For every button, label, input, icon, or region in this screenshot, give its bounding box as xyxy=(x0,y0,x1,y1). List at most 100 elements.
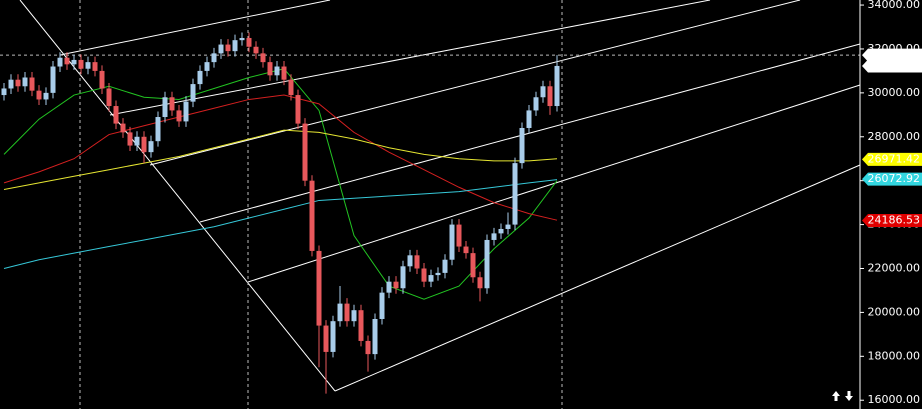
candle-body xyxy=(470,253,476,278)
candle-body xyxy=(155,117,161,142)
candle-body xyxy=(183,101,189,122)
y-tick-label: 28000.00 xyxy=(868,130,921,143)
candle-body xyxy=(456,224,462,247)
candle-body xyxy=(484,239,490,289)
candle-body xyxy=(134,136,140,146)
candle-body xyxy=(162,97,168,118)
candle-body xyxy=(407,255,413,267)
candle-body xyxy=(547,86,553,107)
price-flag xyxy=(862,213,922,227)
candle-body xyxy=(260,53,266,63)
candle-body xyxy=(519,127,525,164)
candle-body xyxy=(281,66,287,80)
candle-body xyxy=(337,303,343,322)
candle-body xyxy=(92,62,98,71)
candle-body xyxy=(8,79,14,89)
candle-body xyxy=(351,310,357,322)
candle-body xyxy=(267,62,273,76)
candle-body xyxy=(288,79,294,96)
candle-body xyxy=(323,325,329,352)
pitchfork xyxy=(19,0,861,392)
candle-body xyxy=(302,123,308,181)
y-tick-label: 20000.00 xyxy=(868,305,921,318)
pitchfork-line xyxy=(334,164,861,392)
pitchfork-line xyxy=(199,43,861,223)
candle-body xyxy=(414,255,420,269)
candle-body xyxy=(540,86,546,98)
candle-body xyxy=(554,65,560,107)
arrow-up[interactable] xyxy=(832,391,840,401)
candle-body xyxy=(239,37,245,41)
candle-body xyxy=(218,44,224,54)
candle-body xyxy=(463,246,469,254)
candle-body xyxy=(421,268,427,282)
candle-body xyxy=(358,310,364,341)
candle-body xyxy=(197,70,203,85)
candle-body xyxy=(120,123,126,133)
candle-body xyxy=(148,141,154,153)
price-label: 31719.25 xyxy=(868,48,921,61)
candle-body xyxy=(127,132,133,146)
candle-body xyxy=(379,292,385,319)
candle-body xyxy=(204,62,210,71)
candle-body xyxy=(372,318,378,355)
moving-average xyxy=(3,179,558,269)
candle-body xyxy=(386,281,392,293)
candle-body xyxy=(533,97,539,111)
candle-body xyxy=(512,163,518,225)
candle-body xyxy=(365,340,371,355)
candle-body xyxy=(78,59,84,69)
candle-body xyxy=(435,272,441,276)
candle-body xyxy=(22,77,28,87)
price-label: 26072.92 xyxy=(868,172,921,185)
pitchfork-line xyxy=(59,0,331,56)
candle-body xyxy=(141,136,147,153)
candle-body xyxy=(253,46,259,54)
price-flag xyxy=(862,152,922,166)
price-label: 24186.53 xyxy=(868,213,921,226)
candle-body xyxy=(442,259,448,273)
candle-body xyxy=(29,77,35,91)
candle-body xyxy=(99,70,105,89)
candle-body xyxy=(330,321,336,352)
candle-body xyxy=(50,66,56,93)
candle-body xyxy=(316,250,322,326)
y-tick-label: 34000.00 xyxy=(868,0,921,11)
pitchfork-line xyxy=(149,0,801,166)
pitchfork-line xyxy=(109,0,711,116)
candle-body xyxy=(169,97,175,111)
price-flag xyxy=(862,172,922,186)
candle-body xyxy=(176,110,182,122)
candle-body xyxy=(64,57,70,65)
candle-body xyxy=(491,233,497,240)
scroll-arrows[interactable] xyxy=(832,391,853,401)
candle-body xyxy=(449,224,455,260)
price-flag xyxy=(862,48,922,62)
moving-average xyxy=(3,94,558,221)
candle-body xyxy=(85,62,91,69)
candle-body xyxy=(246,37,252,47)
candle-body xyxy=(505,224,511,229)
y-tick-label: 22000.00 xyxy=(868,261,921,274)
price-label: 31225.85 xyxy=(868,59,921,72)
candle-body xyxy=(113,106,119,124)
candle-body xyxy=(477,277,483,289)
candle-body xyxy=(232,40,238,52)
candle-body xyxy=(295,95,301,124)
arrow-down[interactable] xyxy=(845,391,853,401)
candle-body xyxy=(36,90,42,100)
candle-body xyxy=(211,53,217,63)
price-flag xyxy=(862,59,922,73)
candle-body xyxy=(71,59,77,65)
moving-average xyxy=(3,129,558,190)
candles xyxy=(1,32,560,394)
candle-body xyxy=(400,266,406,289)
candle-body xyxy=(43,92,49,100)
candle-body xyxy=(106,88,112,107)
price-label: 26971.42 xyxy=(868,152,921,165)
candle-body xyxy=(57,57,63,67)
y-tick-label: 18000.00 xyxy=(868,349,921,362)
candle-body xyxy=(190,84,196,102)
y-tick-label: 16000.00 xyxy=(868,393,921,406)
